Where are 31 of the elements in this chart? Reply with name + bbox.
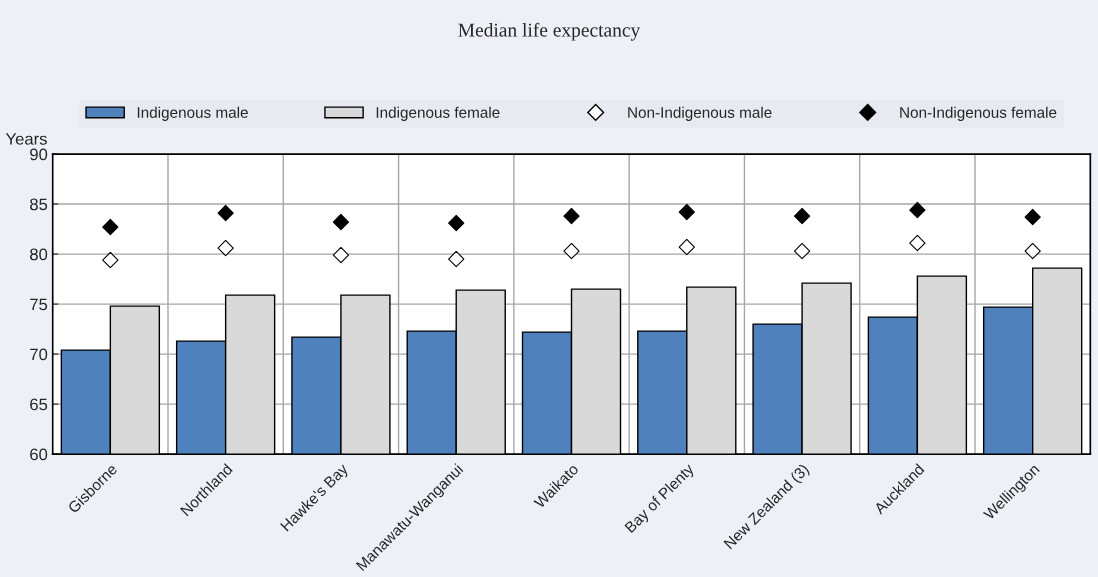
y-tick-label: 70 [30, 348, 48, 361]
point [102, 251, 119, 269]
point [448, 250, 465, 268]
point [1024, 208, 1041, 226]
y-axis-title: Years [5, 133, 47, 145]
legend-label: Non-Indigenous male [628, 106, 772, 121]
point [217, 204, 234, 222]
point [909, 234, 926, 252]
point [102, 218, 119, 236]
legend-label: Indigenous female [376, 106, 500, 121]
point [563, 242, 580, 260]
point [332, 246, 350, 264]
y-tick-label: 65 [30, 398, 48, 411]
point [678, 238, 695, 256]
point [793, 242, 811, 260]
point [678, 203, 695, 221]
y-tick-label: 80 [30, 248, 48, 261]
point [793, 207, 811, 225]
point [1024, 242, 1041, 260]
chart-title: Median life expectancy [458, 22, 641, 41]
point [563, 207, 580, 225]
point [448, 214, 465, 232]
point [909, 201, 926, 219]
legend-label: Indigenous male [137, 106, 248, 121]
y-tick-label: 75 [30, 298, 48, 311]
y-tick-label: 85 [30, 198, 48, 211]
point [332, 213, 350, 231]
legend-label: Non-Indigenous female [900, 106, 1057, 121]
y-tick-label: 90 [30, 148, 48, 161]
y-tick-label: 60 [30, 448, 48, 461]
point [217, 239, 234, 257]
